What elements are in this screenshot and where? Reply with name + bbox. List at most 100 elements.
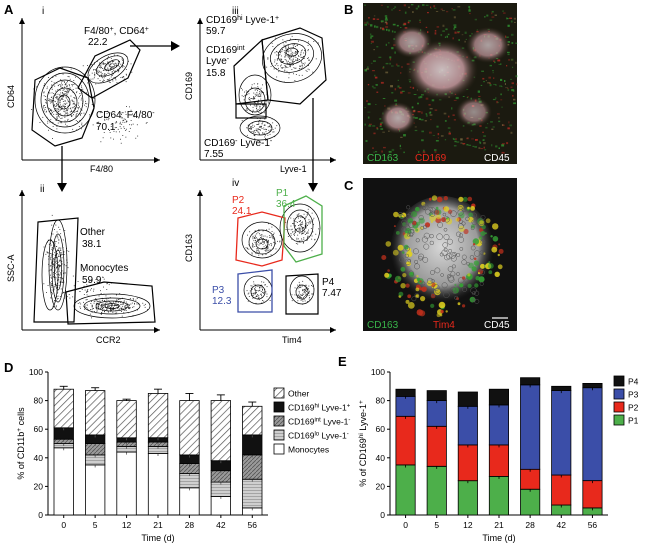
gate-iv-p2-value: 24.1 — [232, 206, 252, 217]
axis-iii-x: Lyve-1 — [280, 164, 307, 174]
bar-segment-p1 — [426, 465, 447, 516]
x-tick-label: 28 — [525, 520, 535, 530]
axis-i-x: F4/80 — [90, 164, 113, 174]
y-tick-label: 80 — [34, 396, 44, 406]
micro-b-label-cd45: CD45 — [484, 153, 510, 164]
gate-iv-p4-label: P4 — [322, 277, 335, 288]
flow-plot-iv: iv P2 24.1 P1 36.4 P3 12.3 P4 7.47 Tim4 — [184, 178, 342, 345]
y-axis-label: % of CD11b+ cells — [16, 407, 27, 480]
legend-label: P4 — [628, 377, 639, 387]
bar-segment-monocytes — [53, 447, 74, 516]
bar-segment-p2 — [488, 444, 509, 477]
legend-swatch — [273, 415, 285, 427]
bar-segment-p4 — [395, 388, 416, 397]
gate-iv-p4-value: 7.47 — [322, 288, 342, 299]
micro-b-label-cd163: CD163 — [367, 153, 399, 164]
gate-iii-hi-value: 59.7 — [206, 26, 226, 37]
contour-i-hi — [87, 52, 129, 84]
x-tick-label: 21 — [153, 520, 163, 530]
axis-iv-y: CD163 — [184, 234, 194, 262]
y-tick-label: 100 — [29, 367, 43, 377]
axis-ii-y: SSC-A — [6, 254, 16, 282]
flow-plot-ii: ii Other 38.1 Monocytes 59.9 CCR2 SSC-A — [6, 184, 160, 345]
panel-letter-a: A — [4, 2, 14, 17]
gate-ii-mono-label: Monocytes — [80, 263, 128, 274]
legend-swatch — [273, 401, 285, 413]
legend-swatch — [273, 429, 285, 441]
contour-ii-other — [41, 219, 68, 311]
bar-segment-p4 — [457, 391, 478, 407]
bar-segment-p4 — [488, 388, 509, 406]
x-tick-label: 28 — [185, 520, 195, 530]
flow-plot-iii: iii CD169hi Lyve-1+ 59.7 CD169int — [184, 6, 336, 174]
bar-segment-other — [85, 390, 106, 436]
gate-iii-int-label: CD169int — [206, 45, 245, 57]
y-tick-label: 60 — [376, 424, 386, 434]
bar-segment-monocytes — [85, 464, 106, 516]
axis-ii-x: CCR2 — [96, 335, 121, 345]
x-tick-label: 12 — [122, 520, 132, 530]
gate-iv-p2-label: P2 — [232, 195, 245, 206]
legend-label: CD169hi Lyve-1+ — [288, 403, 351, 413]
legend-label: CD169int Lyve-1- — [288, 417, 350, 427]
bar-segment-other — [179, 400, 200, 456]
bar-segment-other — [210, 400, 232, 462]
contour-i-lo — [34, 66, 96, 134]
x-tick-label: 56 — [248, 520, 258, 530]
legend-label: P3 — [628, 390, 639, 400]
bar-segment-p1 — [395, 464, 416, 516]
legend-swatch-p1 — [613, 414, 625, 426]
bar-segment-other — [147, 392, 169, 439]
bar-segment-p4 — [582, 382, 603, 389]
bar-segment-p2 — [551, 474, 572, 506]
gate-iv-p2 — [235, 211, 286, 267]
gate-iii-int-value: 15.8 — [206, 68, 226, 79]
legend-label: P2 — [628, 403, 639, 413]
y-tick-label: 40 — [34, 453, 44, 463]
gate-i-hi — [77, 39, 141, 99]
gate-iv-p1-value: 36.4 — [276, 199, 296, 210]
x-tick-label: 42 — [216, 520, 226, 530]
gate-iii-lo — [235, 103, 267, 119]
bar-segment-cd169lo-lyve-1- — [242, 478, 263, 509]
bar-segment-other — [242, 405, 263, 436]
bar-segment-p3 — [426, 400, 447, 427]
gate-ii-other-value: 38.1 — [82, 239, 102, 250]
gate-i-lo — [31, 67, 95, 147]
x-tick-label: 12 — [463, 520, 473, 530]
micro-c-label-cd163: CD163 — [367, 320, 399, 331]
bar-segment-p2 — [520, 468, 541, 490]
legend-label: CD169lo Lyve-1- — [288, 431, 349, 441]
subpanel-ii-label: ii — [40, 184, 44, 195]
y-tick-label: 100 — [371, 367, 385, 377]
bar-segment-p1 — [520, 488, 541, 516]
micro-c-label-cd45: CD45 — [484, 320, 510, 331]
contour-iii-hi — [262, 33, 322, 83]
bar-segment-p3 — [551, 390, 572, 476]
bar-segment-p1 — [488, 475, 509, 516]
bar-segment-p2 — [426, 425, 447, 467]
y-tick-label: 0 — [380, 510, 385, 520]
gate-ii-mono-value: 59.9 — [82, 275, 102, 286]
bar-segment-p3 — [488, 404, 509, 446]
y-tick-label: 80 — [376, 396, 386, 406]
bar-segment-monocytes — [210, 495, 232, 516]
legend-swatch — [273, 443, 285, 455]
axis-iv-x: Tim4 — [282, 335, 302, 345]
chart-e: 0 20 40 60 80 100 0 5 12 21 28 42 56 Time (d) % of CD1… — [358, 367, 639, 543]
x-axis-label: Time (d) — [141, 533, 174, 543]
bar-segment-p3 — [582, 387, 603, 482]
bar-segment-p1 — [457, 480, 478, 516]
y-tick-label: 60 — [34, 424, 44, 434]
dot-cloud-iii — [241, 35, 319, 140]
panel-letter-e: E — [338, 354, 347, 369]
x-tick-label: 5 — [434, 520, 439, 530]
gate-iv-p3 — [237, 269, 273, 313]
bar-segment-p3 — [395, 395, 416, 417]
gate-i-lo-value: 70.1 — [96, 122, 116, 133]
bar-segment-p4 — [551, 385, 572, 391]
contour-iii-lo — [239, 115, 281, 141]
micro-b-label-cd169: CD169 — [415, 153, 447, 164]
legend-swatch-p3 — [613, 388, 625, 400]
bar-segment-p4 — [520, 377, 541, 386]
